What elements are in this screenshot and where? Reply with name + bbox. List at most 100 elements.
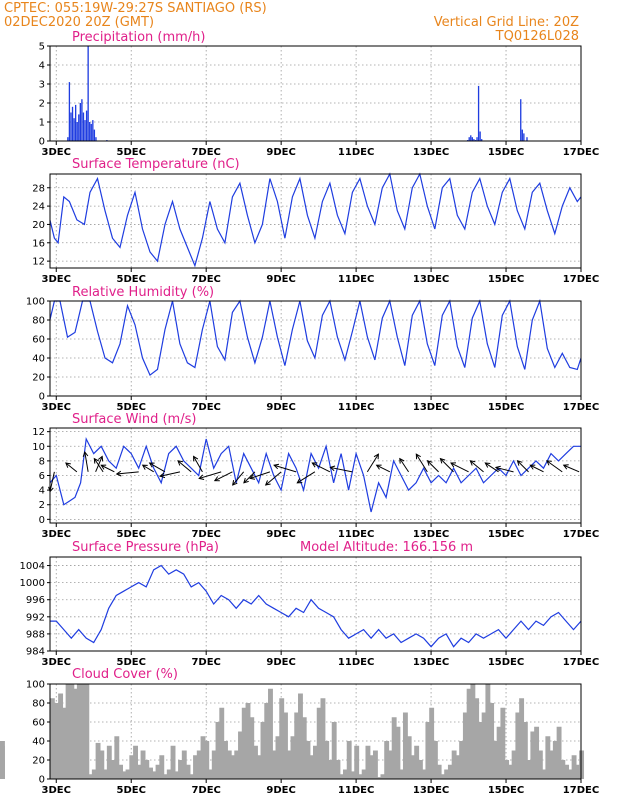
cloud-bar xyxy=(372,750,378,779)
cloud-bar xyxy=(58,693,64,779)
y-tick-label: 8 xyxy=(39,456,45,467)
y-tick-label: 996 xyxy=(26,595,45,606)
cloud-bar xyxy=(223,741,228,779)
x-tick-label: 9DEC xyxy=(266,657,295,668)
wind-arrow xyxy=(265,471,282,486)
cloud-bar xyxy=(526,760,532,779)
cloud-bar xyxy=(290,736,296,779)
x-tick-label: 3DEC xyxy=(42,402,71,413)
y-tick-label: 0 xyxy=(39,392,45,403)
wind-arrow-head xyxy=(159,472,166,479)
model-altitude: Model Altitude: 166.156 m xyxy=(300,540,473,555)
y-tick-label: 28 xyxy=(32,183,45,194)
cloud-bar xyxy=(432,741,438,779)
cloud-bar xyxy=(425,722,431,779)
wind-arrow xyxy=(330,466,353,473)
cloud-bar xyxy=(264,703,270,779)
wind-arrow xyxy=(65,462,78,473)
wind-arrow xyxy=(160,471,181,477)
cloud-bar xyxy=(492,741,498,779)
x-tick-label: 7DEC xyxy=(191,785,220,796)
precip-bar xyxy=(71,106,74,141)
x-tick-label: 3DEC xyxy=(42,147,71,158)
cloud-bar xyxy=(545,736,551,779)
cloud-bar xyxy=(208,769,213,779)
x-tick-label: 17DEC xyxy=(563,274,599,285)
precip-bar xyxy=(93,129,96,141)
wind-arrow-head xyxy=(373,453,379,460)
wind-arrow xyxy=(563,464,580,473)
panel-temperature: Surface Temperature (nC) 12 16 20 24 28 3DEC 5… xyxy=(32,157,599,285)
cloud-bar xyxy=(331,722,337,779)
y-tick-label: 0 xyxy=(39,775,45,786)
cloud-bar xyxy=(279,698,285,779)
cloud-bar xyxy=(204,741,210,779)
wind-arrow-head xyxy=(115,470,122,477)
humidity-title: Relative Humidity (%) xyxy=(72,285,214,300)
cloud-bar xyxy=(305,741,311,779)
wind-arrow xyxy=(427,460,439,473)
precip-bar xyxy=(82,112,85,141)
wind-arrow xyxy=(149,462,166,473)
cloud-bar xyxy=(436,764,442,779)
x-tick-label: 15DEC xyxy=(488,402,524,413)
precip-bar xyxy=(79,103,82,141)
precip-bar xyxy=(90,123,92,141)
cloud-bar xyxy=(380,774,386,779)
cloud-bar xyxy=(459,741,465,779)
cloud-bar xyxy=(384,741,390,779)
cloud-bar xyxy=(260,722,266,779)
y-tick-label: 2 xyxy=(39,99,45,110)
x-tick-label: 15DEC xyxy=(488,147,524,158)
wind-arrow xyxy=(366,453,379,473)
cloud-bar xyxy=(121,771,127,779)
cloud-bar xyxy=(189,774,195,779)
cloud-bar xyxy=(99,750,105,779)
precipitation-title: Precipitation (mm/h) xyxy=(72,30,205,45)
series-line xyxy=(49,564,582,648)
cloud-bar xyxy=(466,688,472,779)
plot-frame xyxy=(49,173,582,269)
wind-arrow xyxy=(546,460,563,473)
cloud-bar xyxy=(414,745,420,779)
header-grid-line: Vertical Grid Line: 20Z xyxy=(434,15,579,30)
series-line xyxy=(49,298,582,377)
y-tick-label: 992 xyxy=(26,612,45,623)
cloud-bar xyxy=(298,693,303,779)
precip-bar xyxy=(470,135,472,141)
cloud-bar xyxy=(474,698,480,779)
x-tick-label: 15DEC xyxy=(488,657,524,668)
cloud-bar xyxy=(429,707,435,779)
x-tick-label: 13DEC xyxy=(413,529,449,540)
cloud-bar xyxy=(534,726,540,779)
wind-arrow xyxy=(450,462,469,473)
x-tick-label: 13DEC xyxy=(413,657,449,668)
wind-arrow-head xyxy=(296,478,303,484)
cloud-bar xyxy=(504,760,510,779)
x-tick-label: 17DEC xyxy=(563,529,599,540)
cloud-bar xyxy=(530,731,536,779)
cloud-bar xyxy=(328,760,333,779)
wind-arrow xyxy=(399,458,410,473)
cloud-bar xyxy=(320,698,326,779)
x-tick-label: 5DEC xyxy=(117,529,146,540)
header-run-date: 02DEC2020 20Z (GMT) xyxy=(4,15,154,30)
cloud-bar xyxy=(522,722,528,779)
y-tick-label: 60 xyxy=(32,335,45,346)
x-tick-label: 11DEC xyxy=(338,147,374,158)
x-tick-label: 17DEC xyxy=(563,657,599,668)
cloud-bar xyxy=(579,750,585,779)
x-tick-label: 13DEC xyxy=(413,785,449,796)
wind-arrow-head xyxy=(148,462,155,468)
cloud-bar xyxy=(61,707,67,779)
wind-arrow-head xyxy=(100,464,107,470)
wind-arrow xyxy=(495,466,514,473)
cloud-bar xyxy=(537,750,543,779)
cloud-bar xyxy=(357,774,363,779)
cloud-bar xyxy=(444,769,450,779)
x-tick-label: 3DEC xyxy=(42,529,71,540)
x-tick-label: 15DEC xyxy=(488,274,524,285)
precip-bar xyxy=(481,139,483,141)
cloud-bar xyxy=(575,764,581,779)
